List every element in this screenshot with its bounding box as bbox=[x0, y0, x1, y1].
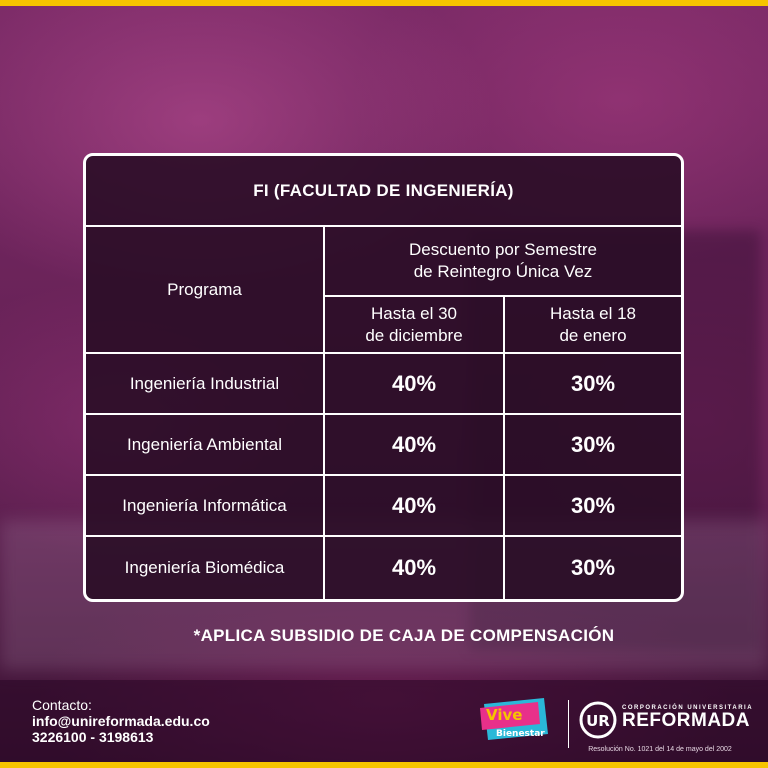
discount-dec-30: 40% bbox=[325, 537, 505, 599]
discount-dec-30: 40% bbox=[325, 476, 505, 537]
discount-column-header: Descuento por Semestre de Reintegro Únic… bbox=[325, 227, 681, 297]
brand-name: REFORMADA bbox=[622, 710, 750, 731]
discount-dec-30: 40% bbox=[325, 415, 505, 476]
deadline-dec-30-header: Hasta el 30 de diciembre bbox=[325, 297, 505, 354]
vive-logo-shape-pink bbox=[480, 702, 540, 730]
program-name: Ingeniería Ambiental bbox=[86, 415, 325, 476]
reformada-wordmark: CORPORACIÓN UNIVERSITARIA REFORMADA bbox=[622, 705, 753, 731]
deadline-jan-18-line-1: Hasta el 18 bbox=[550, 303, 636, 323]
discount-jan-18: 30% bbox=[505, 354, 681, 415]
program-name: Ingeniería Informática bbox=[86, 476, 325, 537]
deadline-jan-18-header: Hasta el 18 de enero bbox=[505, 297, 681, 354]
contact-email[interactable]: info@unireformada.edu.co bbox=[32, 713, 210, 729]
program-column-header: Programa bbox=[86, 227, 325, 354]
discount-table: FI (FACULTAD DE INGENIERÍA) Programa Des… bbox=[83, 153, 684, 602]
discount-header-line-1: Descuento por Semestre bbox=[408, 240, 598, 259]
program-name: Ingeniería Biomédica bbox=[86, 537, 325, 599]
reformada-monogram-icon: UR bbox=[579, 701, 617, 739]
vive-logo-word-2: Bienestar bbox=[496, 729, 545, 739]
contact-phones[interactable]: 3226100 - 3198613 bbox=[32, 729, 154, 745]
subsidy-note: *APLICA SUBSIDIO DE CAJA DE COMPENSACIÓN bbox=[193, 626, 615, 645]
monogram-ring bbox=[579, 701, 617, 739]
program-name: Ingeniería Industrial bbox=[86, 354, 325, 415]
deadline-dec-30-line-2: de diciembre bbox=[365, 325, 463, 345]
logo-separator bbox=[568, 700, 569, 748]
discount-dec-30: 40% bbox=[325, 354, 505, 415]
corp-line: CORPORACIÓN UNIVERSITARIA bbox=[622, 705, 754, 711]
discount-jan-18: 30% bbox=[570, 555, 616, 580]
contact-label: Contacto: bbox=[32, 697, 92, 713]
vive-logo-word-1: Vive bbox=[486, 706, 522, 724]
vive-bienestar-logo: Vive Bienestar bbox=[480, 698, 548, 740]
discount-jan-18: 30% bbox=[505, 476, 681, 537]
deadline-jan-18-line-2: de enero bbox=[559, 325, 627, 345]
deadline-dec-30-line-1: Hasta el 30 bbox=[370, 303, 457, 323]
table-title: FI (FACULTAD DE INGENIERÍA) bbox=[86, 156, 681, 227]
monogram-letters: UR bbox=[586, 712, 610, 730]
discount-jan-18: 30% bbox=[505, 415, 681, 476]
discount-header-line-2: de Reintegro Única Vez bbox=[413, 262, 593, 281]
footer-band bbox=[0, 680, 768, 762]
resolution-text: Resolución No. 1021 del 14 de mayo del 2… bbox=[588, 746, 732, 753]
top-accent-bar bbox=[0, 0, 768, 6]
bottom-accent-bar bbox=[0, 762, 768, 768]
contact-block: Contacto: info@unireformada.edu.co 32261… bbox=[32, 697, 210, 745]
